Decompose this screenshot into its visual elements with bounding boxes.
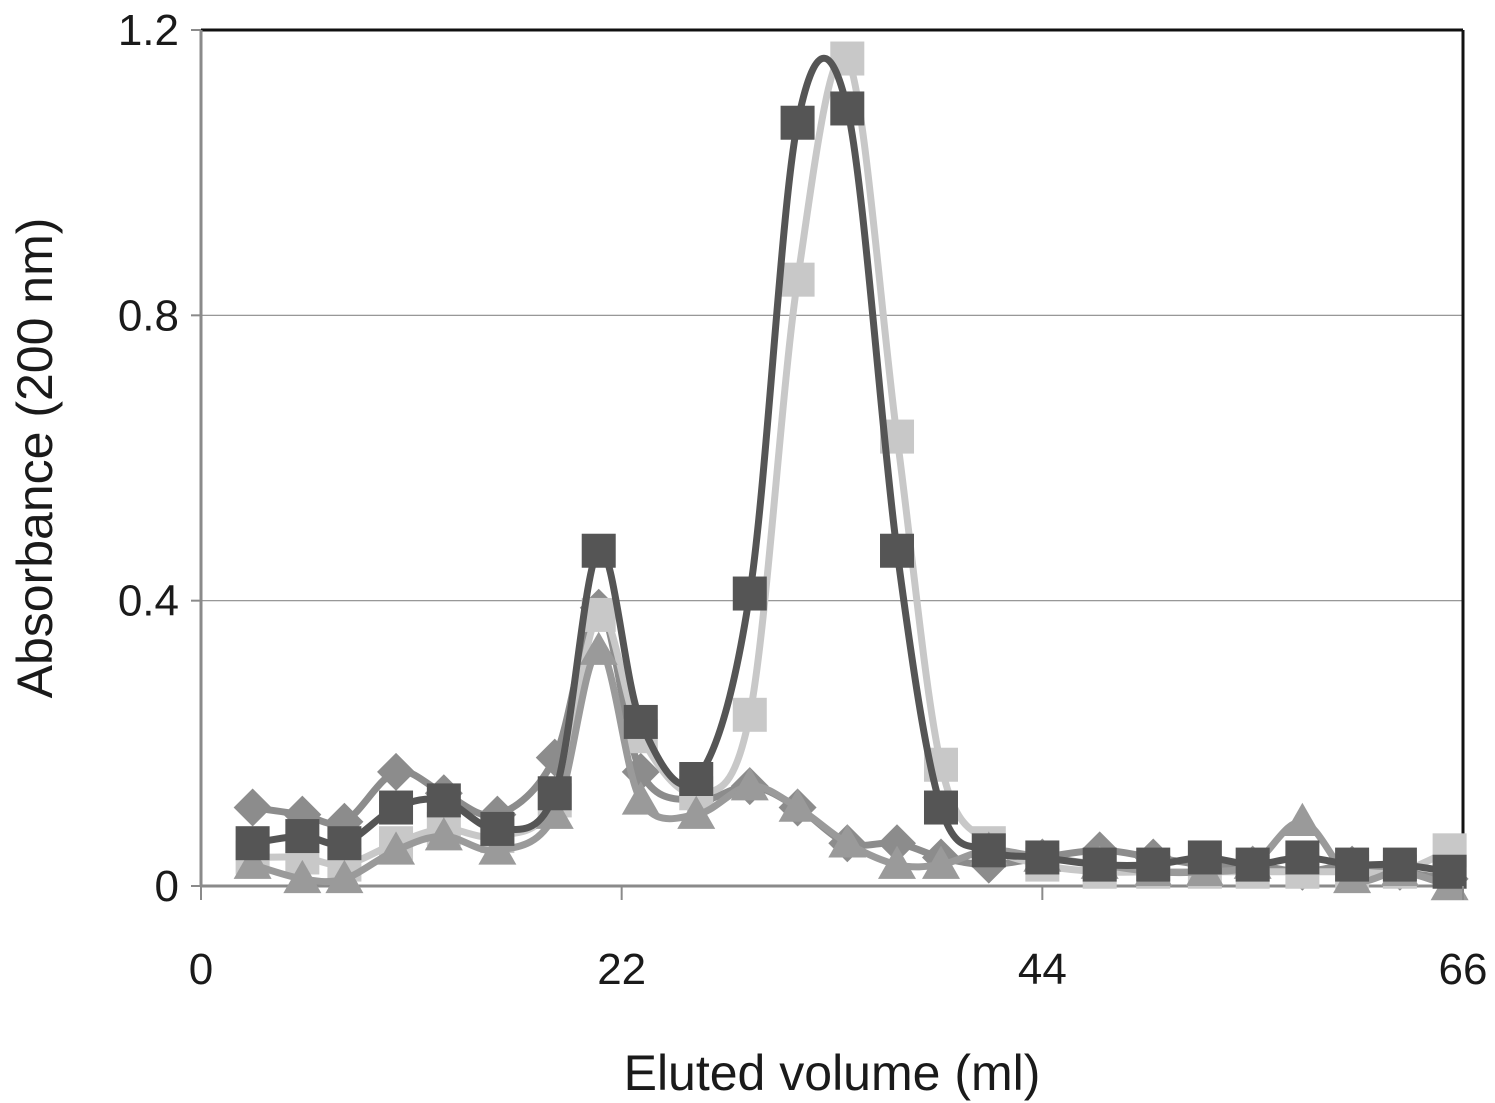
series-4-point-18 bbox=[1082, 847, 1117, 882]
series-3-point-13 bbox=[828, 824, 867, 858]
series-3-point-15 bbox=[921, 845, 960, 879]
series-4-point-5 bbox=[426, 783, 461, 818]
series-3-point-7 bbox=[535, 795, 574, 829]
series-4-point-16 bbox=[971, 833, 1006, 868]
series-1-point-4 bbox=[377, 752, 416, 791]
y-tick-label-0: 0 bbox=[155, 862, 179, 911]
y-axis-title: Absorbance (200 nm) bbox=[7, 218, 63, 699]
series-3-point-2 bbox=[283, 859, 322, 894]
series-group bbox=[233, 41, 1469, 901]
series-4-line bbox=[252, 55, 1451, 876]
series-4-point-14 bbox=[880, 533, 915, 568]
y-tick-label-0.4: 0.4 bbox=[118, 577, 179, 626]
series-2-point-11 bbox=[732, 697, 767, 732]
series-4-point-2 bbox=[285, 819, 320, 854]
series-4-point-11 bbox=[732, 576, 767, 611]
series-3-point-8 bbox=[579, 631, 618, 665]
series-3-point-3 bbox=[325, 859, 364, 894]
series-4-point-17 bbox=[1025, 840, 1060, 875]
series-4-point-15 bbox=[923, 790, 958, 825]
series-1-point-1 bbox=[233, 788, 272, 827]
grid-lines bbox=[201, 314, 1463, 602]
axis-ticks: 0 0.4 0.8 1.2 0 22 44 66 bbox=[118, 6, 1488, 994]
series-4-point-25 bbox=[1432, 854, 1467, 889]
series-4 bbox=[235, 55, 1467, 889]
x-tick-label-66: 66 bbox=[1439, 945, 1488, 994]
series-3-point-4 bbox=[377, 831, 416, 865]
series-4-point-6 bbox=[480, 811, 515, 846]
series-2-line bbox=[252, 52, 1452, 877]
series-4-point-19 bbox=[1136, 847, 1171, 882]
x-axis-title: Eluted volume (ml) bbox=[624, 1045, 1041, 1101]
series-3-point-14 bbox=[878, 845, 917, 879]
series-3-point-1 bbox=[233, 845, 272, 879]
series-4-point-20 bbox=[1187, 840, 1222, 875]
x-tick-label-44: 44 bbox=[1018, 945, 1067, 994]
series-1-point-14 bbox=[878, 824, 917, 863]
x-tick-label-0: 0 bbox=[189, 945, 213, 994]
series-3-point-11 bbox=[730, 767, 769, 801]
series-2-point-12 bbox=[780, 262, 815, 297]
series-4-point-4 bbox=[379, 790, 414, 825]
series-3-point-6 bbox=[478, 831, 517, 865]
series-2 bbox=[235, 41, 1467, 889]
y-tick-label-0.8: 0.8 bbox=[118, 291, 179, 340]
series-3-point-5 bbox=[424, 817, 463, 851]
y-tick-label-1.2: 1.2 bbox=[118, 6, 179, 55]
series-4-point-1 bbox=[235, 826, 270, 861]
series-4-point-10 bbox=[679, 762, 714, 796]
series-4-point-21 bbox=[1235, 847, 1270, 882]
series-4-point-3 bbox=[327, 826, 362, 861]
series-4-point-23 bbox=[1335, 847, 1370, 882]
series-3-point-9 bbox=[621, 781, 660, 815]
series-4-point-13 bbox=[830, 91, 865, 126]
series-4-point-22 bbox=[1285, 840, 1320, 875]
series-4-point-8 bbox=[581, 533, 616, 568]
plot-frame bbox=[199, 28, 1465, 888]
series-4-point-24 bbox=[1382, 847, 1417, 882]
series-4-point-7 bbox=[537, 776, 572, 811]
series-3-point-10 bbox=[677, 795, 716, 829]
series-3-point-22 bbox=[1283, 802, 1322, 837]
series-4-point-9 bbox=[623, 704, 658, 739]
series-4-point-12 bbox=[780, 105, 815, 140]
series-3-point-12 bbox=[778, 788, 817, 822]
x-tick-label-22: 22 bbox=[597, 945, 646, 994]
